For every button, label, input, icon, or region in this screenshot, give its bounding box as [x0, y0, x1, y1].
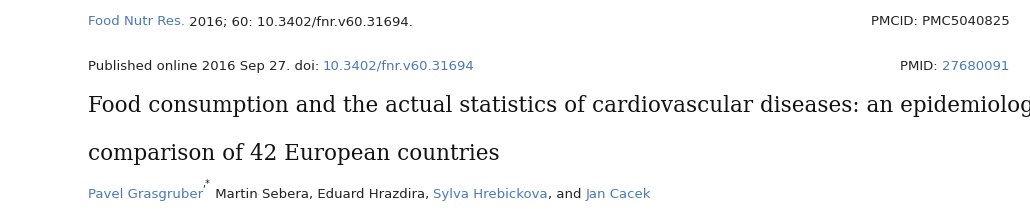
- Text: comparison of 42 European countries: comparison of 42 European countries: [88, 143, 500, 165]
- Text: PMID:: PMID:: [900, 60, 942, 73]
- Text: Published online 2016 Sep 27. doi:: Published online 2016 Sep 27. doi:: [88, 60, 323, 73]
- Text: Jan Cacek: Jan Cacek: [585, 188, 651, 201]
- Text: Pavel Grasgruber: Pavel Grasgruber: [88, 188, 203, 201]
- Text: Food consumption and the actual statistics of cardiovascular diseases: an epidem: Food consumption and the actual statisti…: [88, 95, 1030, 117]
- Text: ,*: ,*: [203, 179, 210, 189]
- Text: PMCID: PMC5040825: PMCID: PMC5040825: [870, 15, 1009, 28]
- Text: Food Nutr Res.: Food Nutr Res.: [88, 15, 184, 28]
- Text: 2016; 60: 10.3402/fnr.v60.31694.: 2016; 60: 10.3402/fnr.v60.31694.: [184, 15, 412, 28]
- Text: Martin Sebera, Eduard Hrazdira,: Martin Sebera, Eduard Hrazdira,: [210, 188, 433, 201]
- Text: 10.3402/fnr.v60.31694: 10.3402/fnr.v60.31694: [323, 60, 475, 73]
- Text: , and: , and: [548, 188, 585, 201]
- Text: Sylva Hrebickova: Sylva Hrebickova: [433, 188, 548, 201]
- Text: 27680091: 27680091: [942, 60, 1009, 73]
